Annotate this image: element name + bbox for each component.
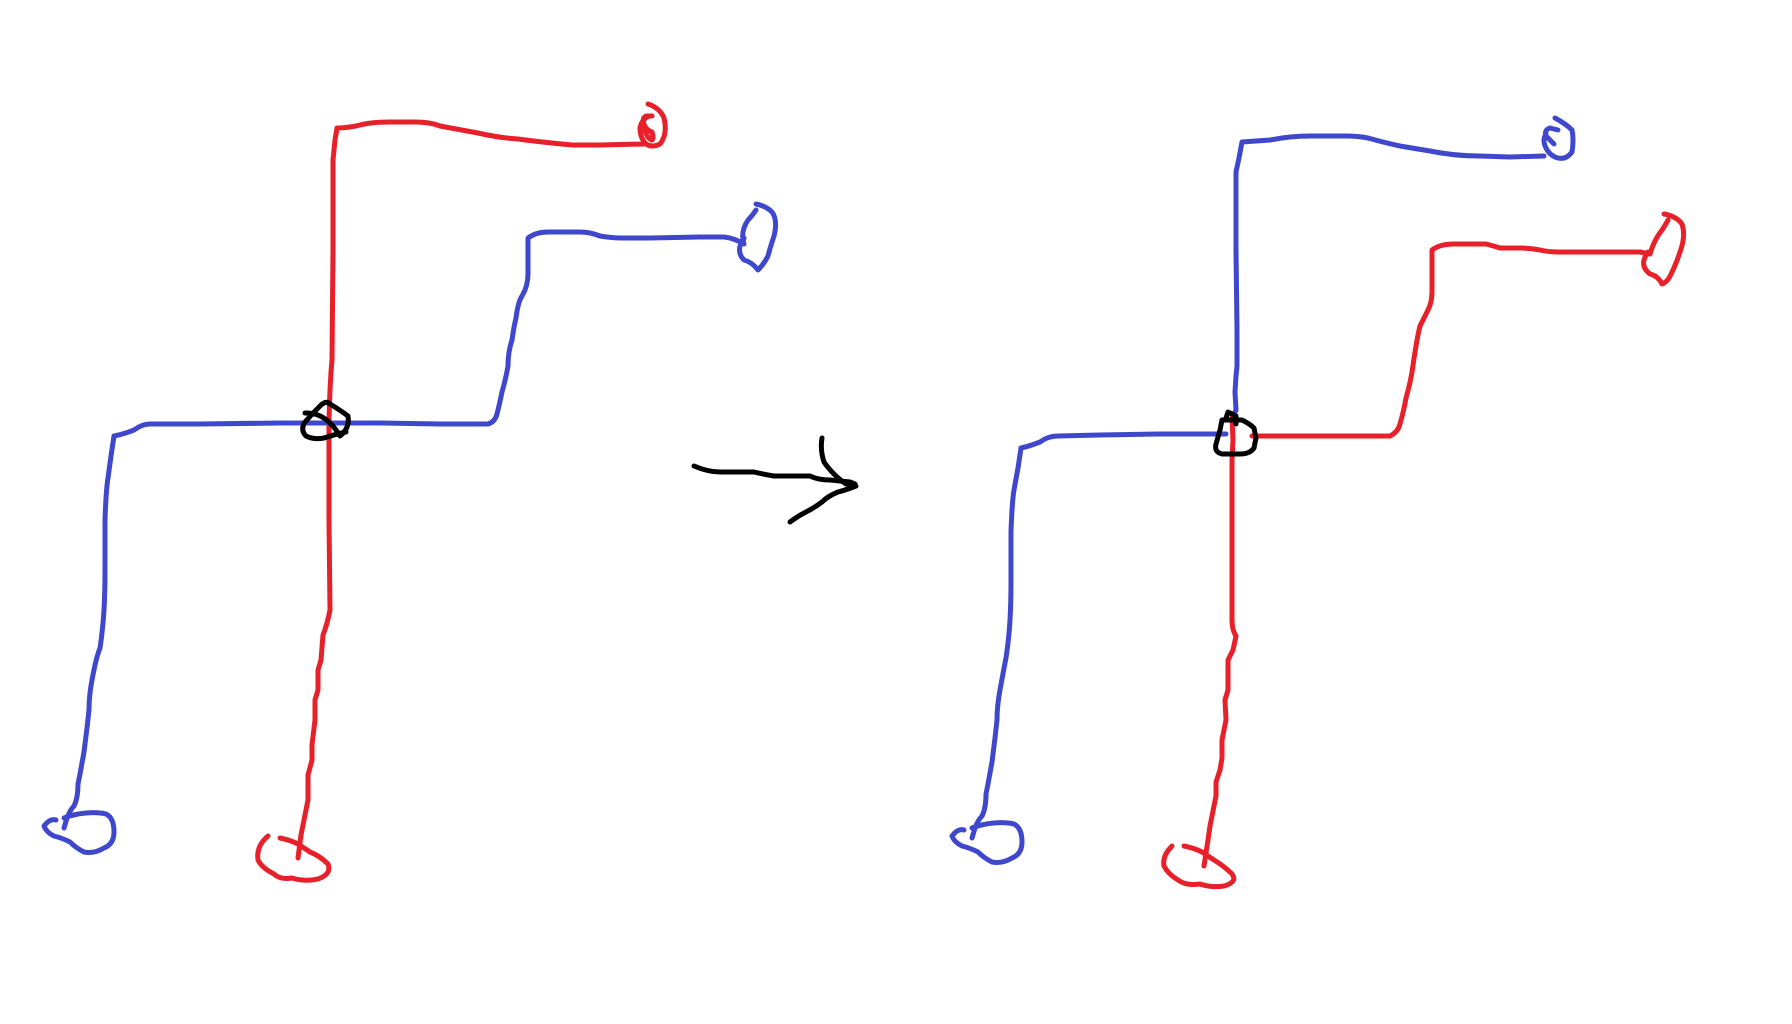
blue-wire-left-vertical: [61, 433, 117, 831]
blue-wire-top-right-end: [721, 201, 779, 273]
arrow-head: [787, 435, 859, 525]
panel-before: [41, 101, 779, 883]
junction-square-after: [1213, 409, 1259, 457]
red-end-loop-bottom: [255, 833, 332, 883]
blue-wire-horizontal: [111, 229, 727, 439]
transition-arrow: [691, 435, 859, 525]
blue-wire-horizontal-after: [1018, 431, 1229, 451]
junction-circle-before: [300, 399, 351, 442]
arrow-shaft: [691, 463, 858, 487]
red-wire-vertical-after: [1201, 415, 1239, 869]
blue-wire-top-flag-after: [1229, 133, 1547, 421]
red-wire-top-flag: [326, 119, 647, 423]
red-wire-horizontal-after: [1249, 241, 1653, 439]
blue-end-loop-bottom-after: [949, 820, 1025, 865]
red-end-loop-top: [637, 101, 668, 149]
red-end-loop-bottom-after: [1161, 843, 1237, 890]
blue-end-loop-bottom: [41, 810, 117, 855]
red-end-loop-top-right-after: [1641, 211, 1687, 287]
blue-wire-left-vertical-after: [969, 445, 1024, 841]
panel-after: [949, 115, 1687, 890]
blue-end-loop-top-after: [1541, 115, 1576, 161]
red-wire-vertical-lower: [295, 417, 333, 861]
